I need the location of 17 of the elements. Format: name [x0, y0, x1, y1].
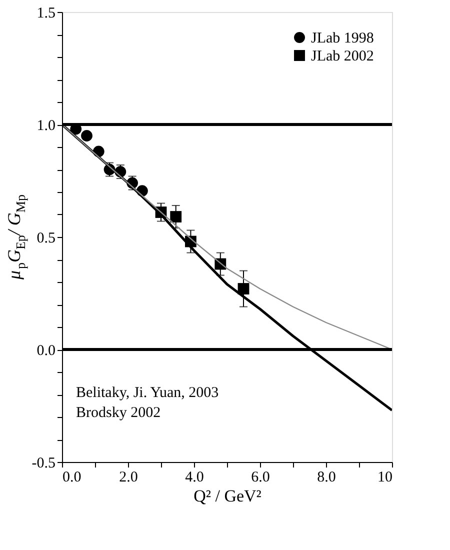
- y-tick-label: -0.5: [32, 456, 56, 472]
- x-tick-label: 6.0: [251, 470, 270, 486]
- annotation: Belitaky, Ji. Yuan, 2003: [76, 385, 219, 401]
- x-tick-label: 8.0: [317, 470, 336, 486]
- y-tick-label: 1.0: [36, 118, 56, 134]
- annotation: Brodsky 2002: [76, 405, 161, 421]
- x-tick-label: 4.0: [185, 470, 204, 486]
- x-axis-title: Q² / GeV²: [194, 486, 262, 506]
- x-tick-label: 0.0: [62, 470, 82, 486]
- x-tick-label: 2.0: [119, 470, 138, 486]
- x-tick-label: 10: [378, 470, 392, 486]
- legend-label: JLab 2002: [311, 48, 374, 64]
- legend-label: JLab 1998: [311, 30, 374, 46]
- y-tick-label: 1.5: [36, 6, 56, 22]
- y-tick-label: 0.0: [36, 343, 56, 359]
- y-axis-title: μpGEp/ GMp: [4, 194, 28, 280]
- y-tick-label: 0.5: [36, 230, 56, 246]
